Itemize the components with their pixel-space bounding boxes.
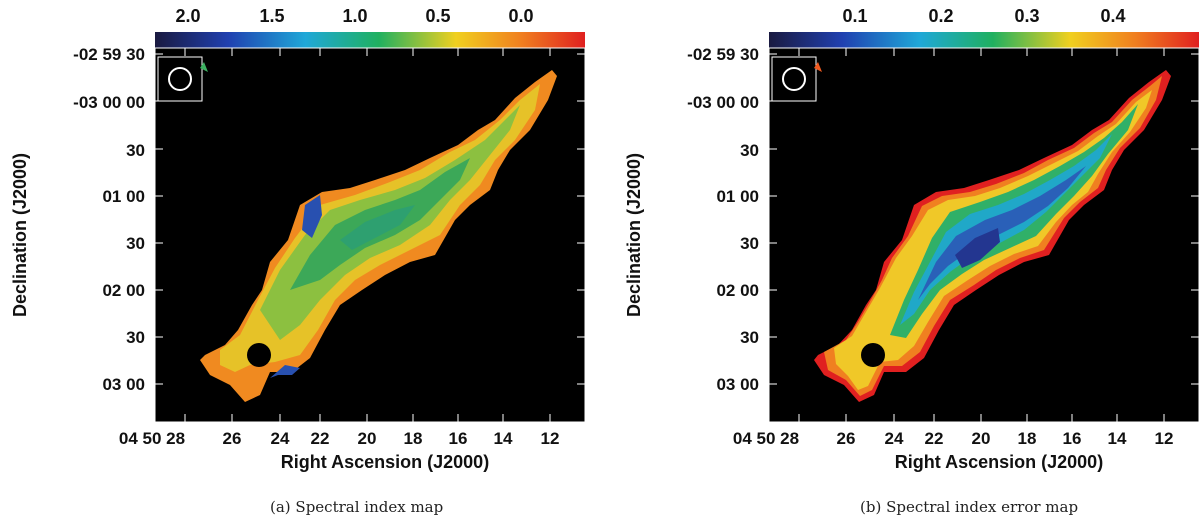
x-axis-label-a: Right Ascension (J2000) bbox=[281, 452, 489, 472]
x-tick-label: 14 bbox=[494, 429, 513, 448]
y-tick-label: 03 00 bbox=[102, 375, 145, 394]
x-tick-label: 16 bbox=[449, 429, 468, 448]
x-axis-a: 04 50 28 26 24 22 20 18 16 14 12 bbox=[119, 429, 560, 448]
x-tick-label: 04 50 28 bbox=[733, 429, 799, 448]
y-axis-b: -02 59 30 -03 00 00 30 01 00 30 02 00 30… bbox=[687, 45, 759, 394]
y-tick-label: -02 59 30 bbox=[687, 45, 759, 64]
y-tick-label: -02 59 30 bbox=[73, 45, 145, 64]
colorbar-a-tick-4: 0.0 bbox=[508, 6, 533, 26]
y-axis-a: -02 59 30 -03 00 00 30 01 00 30 02 00 30… bbox=[73, 45, 145, 394]
y-tick-label: 30 bbox=[126, 141, 145, 160]
map-a-emission bbox=[200, 70, 557, 402]
colorbar-b-tick-0: 0.1 bbox=[842, 6, 867, 26]
y-tick-label: 30 bbox=[126, 328, 145, 347]
colorbar-b-tick-2: 0.3 bbox=[1014, 6, 1039, 26]
x-tick-label: 18 bbox=[404, 429, 423, 448]
y-tick-label: 30 bbox=[740, 141, 759, 160]
colorbar-b-tick-3: 0.4 bbox=[1100, 6, 1125, 26]
y-tick-label: 30 bbox=[740, 234, 759, 253]
x-tick-label: 18 bbox=[1018, 429, 1037, 448]
x-tick-label: 14 bbox=[1108, 429, 1127, 448]
beam-icon-b bbox=[782, 67, 806, 91]
caption-a: (a) Spectral index map bbox=[270, 498, 444, 516]
y-tick-label: 02 00 bbox=[102, 281, 145, 300]
x-tick-label: 12 bbox=[1155, 429, 1174, 448]
y-tick-label: -03 00 00 bbox=[73, 93, 145, 112]
beam-box-a bbox=[157, 56, 203, 102]
colorbar-b bbox=[769, 32, 1199, 48]
y-axis-label-b: Declination (J2000) bbox=[624, 153, 644, 317]
x-tick-label: 12 bbox=[541, 429, 560, 448]
colorbar-b-tick-1: 0.2 bbox=[928, 6, 953, 26]
colorbar-a-tick-0: 2.0 bbox=[175, 6, 200, 26]
colorbar-a-tick-1: 1.5 bbox=[259, 6, 284, 26]
y-tick-label: 01 00 bbox=[716, 187, 759, 206]
panel-a: 2.0 1.5 1.0 0.5 0.0 -02 59 30 -03 00 00 … bbox=[10, 6, 586, 472]
y-tick-label: 30 bbox=[740, 328, 759, 347]
beam-box-b bbox=[771, 56, 817, 102]
y-tick-label: 02 00 bbox=[716, 281, 759, 300]
map-b-emission bbox=[814, 70, 1171, 402]
y-axis-label-a: Declination (J2000) bbox=[10, 153, 30, 317]
x-tick-label: 26 bbox=[223, 429, 242, 448]
x-axis-label-b: Right Ascension (J2000) bbox=[895, 452, 1103, 472]
x-tick-label: 24 bbox=[885, 429, 904, 448]
x-tick-label: 24 bbox=[271, 429, 290, 448]
x-tick-label: 16 bbox=[1063, 429, 1082, 448]
y-tick-label: 01 00 bbox=[102, 187, 145, 206]
y-tick-label: -03 00 00 bbox=[687, 93, 759, 112]
x-axis-b: 04 50 28 26 24 22 20 18 16 14 12 bbox=[733, 429, 1174, 448]
x-tick-label: 04 50 28 bbox=[119, 429, 185, 448]
panel-b: 0.1 0.2 0.3 0.4 -02 59 30 -03 00 00 30 0… bbox=[624, 6, 1200, 472]
x-tick-label: 22 bbox=[311, 429, 330, 448]
colorbar-a-tick-2: 1.0 bbox=[342, 6, 367, 26]
x-tick-label: 26 bbox=[837, 429, 856, 448]
y-tick-label: 30 bbox=[126, 234, 145, 253]
x-tick-label: 20 bbox=[972, 429, 991, 448]
beam-icon-a bbox=[168, 67, 192, 91]
caption-b: (b) Spectral index error map bbox=[860, 498, 1079, 516]
x-tick-label: 20 bbox=[358, 429, 377, 448]
colorbar-a bbox=[155, 32, 585, 48]
y-tick-label: 03 00 bbox=[716, 375, 759, 394]
x-tick-label: 22 bbox=[925, 429, 944, 448]
colorbar-a-tick-3: 0.5 bbox=[425, 6, 450, 26]
